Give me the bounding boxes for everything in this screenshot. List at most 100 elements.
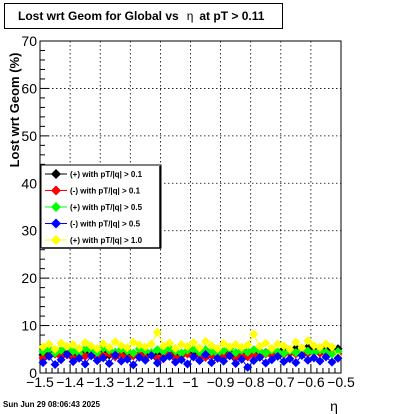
data-point: [182, 341, 192, 351]
data-point: [164, 351, 174, 361]
data-point: [297, 343, 307, 353]
legend-marker: [51, 235, 61, 245]
data-point: [104, 359, 114, 369]
legend-label: (+) with pT/|q| > 1.0: [70, 236, 143, 245]
data-point: [327, 357, 337, 367]
title-eta-symbol: η: [186, 9, 194, 23]
series-5: [38, 327, 343, 362]
data-point: [255, 341, 265, 351]
data-point: [225, 351, 235, 361]
x-tick-label: −1.3: [86, 374, 114, 390]
data-point: [38, 358, 48, 368]
data-point: [219, 339, 229, 349]
x-tick-label: −0.6: [297, 374, 325, 390]
y-tick-label: 10: [21, 318, 37, 334]
legend-marker: [51, 169, 61, 179]
data-point: [152, 358, 162, 368]
data-point: [122, 354, 132, 364]
data-point: [146, 339, 156, 349]
data-point: [86, 351, 96, 361]
data-point: [80, 338, 90, 348]
data-point: [189, 352, 199, 362]
x-tick-label: −0.8: [237, 374, 265, 390]
data-point: [128, 360, 138, 370]
data-point: [164, 338, 174, 348]
y-tick-label: 70: [21, 33, 37, 49]
data-point: [213, 344, 223, 354]
data-point: [267, 355, 277, 365]
data-point: [189, 338, 199, 348]
x-tick-label: −1.5: [26, 374, 54, 390]
data-point: [285, 354, 295, 364]
x-axis-label: η: [330, 398, 338, 414]
data-point: [74, 343, 84, 353]
data-point: [56, 355, 66, 365]
x-tick-labels: −1.5 −1.4 −1.3 −1.2 −1.1 −1 −0.9 −0.8 −0.7 −0.6 −0…: [26, 374, 355, 390]
y-tick-labels: 0 10 20 30 40 50 60 70: [21, 33, 37, 381]
grid-lines: [40, 41, 341, 373]
data-point: [261, 338, 271, 348]
data-point: [50, 359, 60, 369]
title-suffix: at pT > 0.11: [199, 9, 265, 23]
data-point: [249, 356, 259, 366]
data-point: [291, 337, 301, 347]
legend-label: (-) with pT/|q| > 0.1: [70, 187, 141, 196]
data-point: [195, 343, 205, 353]
data-point: [333, 353, 343, 363]
data-point: [68, 357, 78, 367]
x-tick-label: −0.9: [207, 374, 235, 390]
data-point: [261, 358, 271, 368]
data-point: [62, 350, 72, 360]
legend-label: (+) with pT/|q| > 0.5: [70, 203, 143, 212]
data-point: [279, 341, 289, 351]
data-point: [80, 359, 90, 369]
data-point: [297, 350, 307, 360]
data-point: [243, 340, 253, 350]
data-point: [201, 336, 211, 346]
data-point: [182, 359, 192, 369]
data-point: [68, 340, 78, 350]
data-point: [219, 356, 229, 366]
data-point: [201, 350, 211, 360]
data-point: [110, 337, 120, 347]
data-point: [303, 336, 313, 346]
legend-label: (-) with pT/|q| > 0.5: [70, 220, 141, 229]
data-point: [255, 352, 265, 362]
data-point: [56, 338, 66, 348]
data-point: [140, 355, 150, 365]
legend-marker: [51, 218, 61, 229]
data-point: [50, 344, 60, 354]
data-point: [98, 353, 108, 363]
legend-label: (+) with pT/|q| > 0.1: [70, 170, 143, 179]
data-point: [207, 358, 217, 368]
y-tick-label: 50: [21, 128, 37, 144]
y-tick-label: 30: [21, 223, 37, 239]
x-tick-label: −0.7: [267, 374, 295, 390]
data-point: [146, 350, 156, 360]
data-point: [152, 327, 162, 337]
data-point: [315, 356, 325, 366]
data-point: [327, 342, 337, 352]
data-point: [122, 343, 132, 353]
x-tick-label: −1: [183, 374, 199, 390]
data-point: [285, 344, 295, 354]
legend-marker: [51, 185, 61, 196]
data-point: [158, 347, 168, 357]
data-point: [315, 342, 325, 352]
x-tick-label: −0.5: [327, 374, 355, 390]
data-point: [231, 359, 241, 369]
data-point: [98, 339, 108, 349]
x-tick-label: −1.4: [56, 374, 84, 390]
data-point: [128, 348, 138, 358]
data-point: [110, 350, 120, 360]
data-point: [249, 329, 259, 339]
data-point: [44, 351, 54, 361]
x-tick-label: −1.1: [147, 374, 175, 390]
data-point: [267, 343, 277, 353]
series-4: [38, 350, 343, 372]
chart-title: Lost wrt Geom for Global vs η at pT > 0.11: [4, 3, 283, 29]
x-tick-label: −1.2: [116, 374, 144, 390]
data-point: [92, 344, 102, 354]
data-point: [195, 356, 205, 366]
